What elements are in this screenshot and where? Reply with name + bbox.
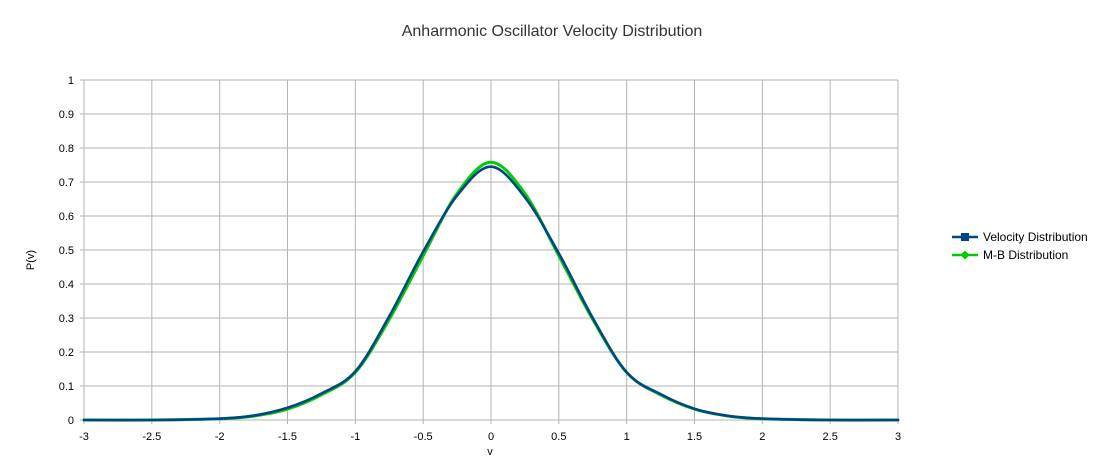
velocity-distribution-point: [286, 406, 289, 409]
y-tick-label: 0.2: [59, 347, 74, 359]
x-tick-label: -2.5: [142, 431, 161, 443]
y-tick-label: 1: [68, 75, 74, 87]
plot-grid: [80, 79, 899, 424]
x-tick-label: 0.5: [551, 431, 566, 443]
y-axis-title: P(v): [25, 250, 37, 270]
velocity-distribution-point: [897, 419, 899, 421]
velocity-distribution-point: [83, 419, 85, 421]
y-tick-label: 0.5: [59, 245, 74, 257]
x-axis-title: v: [487, 446, 493, 458]
velocity-distribution-point: [558, 252, 560, 255]
velocity-distribution-point: [422, 250, 424, 253]
m-b-distribution-point: [490, 161, 492, 164]
velocity-distribution-point: [354, 370, 357, 373]
x-tick-label: -0.5: [414, 431, 433, 443]
velocity-distribution-point: [829, 419, 831, 421]
velocity-distribution-point: [490, 165, 492, 168]
velocity-distribution-point: [320, 392, 323, 395]
velocity-distribution-point: [659, 393, 662, 395]
m-b-distribution-legend-marker: [960, 250, 970, 260]
velocity-distribution-point: [456, 194, 458, 197]
x-tick-label: 0: [488, 431, 494, 443]
x-tick-label: -2: [215, 431, 225, 443]
velocity-distribution-legend-marker: [961, 233, 969, 241]
velocity-distribution-point: [218, 417, 221, 420]
velocity-distribution-point: [151, 419, 153, 421]
y-tick-label: 0.8: [59, 143, 74, 155]
plot-ticks: 0 0.1 0.2 0.3 0.4 0.5 0.6 0.7 0.8 0.9 1 -3 -2.5 -2 -1.…: [59, 75, 901, 443]
velocity-distribution-point: [591, 317, 594, 319]
velocity-distribution-point: [761, 417, 764, 420]
m-b-distribution-legend-label: M-B Distribution: [983, 248, 1068, 262]
x-tick-label: 1: [624, 431, 630, 443]
y-tick-label: 0: [68, 415, 74, 427]
velocity-distribution-point: [388, 315, 391, 318]
velocity-distribution-point: [625, 371, 628, 374]
x-tick-label: -3: [79, 431, 89, 443]
x-tick-label: 2.5: [823, 431, 838, 443]
m-b-distribution-point: [524, 192, 526, 195]
y-tick-label: 0.4: [59, 279, 74, 291]
y-tick-label: 0.3: [59, 313, 74, 325]
x-tick-label: 2: [759, 431, 765, 443]
x-tick-label: -1.5: [278, 431, 297, 443]
x-tick-label: 1.5: [687, 431, 702, 443]
y-tick-label: 0.9: [59, 109, 74, 121]
m-b-distribution-point: [422, 254, 424, 257]
velocity-distribution-legend-label: Velocity Distribution: [983, 230, 1088, 244]
y-tick-label: 0.1: [59, 381, 74, 393]
velocity-distribution-point: [727, 415, 730, 417]
velocity-distribution-point: [252, 414, 255, 417]
x-tick-label: -1: [350, 431, 360, 443]
chart-title: Anharmonic Oscillator Velocity Distribut…: [402, 23, 703, 40]
legend: Velocity Distribution M-B Distribution: [952, 230, 1088, 262]
y-tick-label: 0.6: [59, 211, 74, 223]
plot-series: [82, 160, 900, 422]
y-tick-label: 0.7: [59, 177, 74, 189]
velocity-distribution-point: [524, 196, 526, 199]
velocity-distribution-point: [693, 407, 696, 410]
x-tick-label: 3: [895, 431, 901, 443]
